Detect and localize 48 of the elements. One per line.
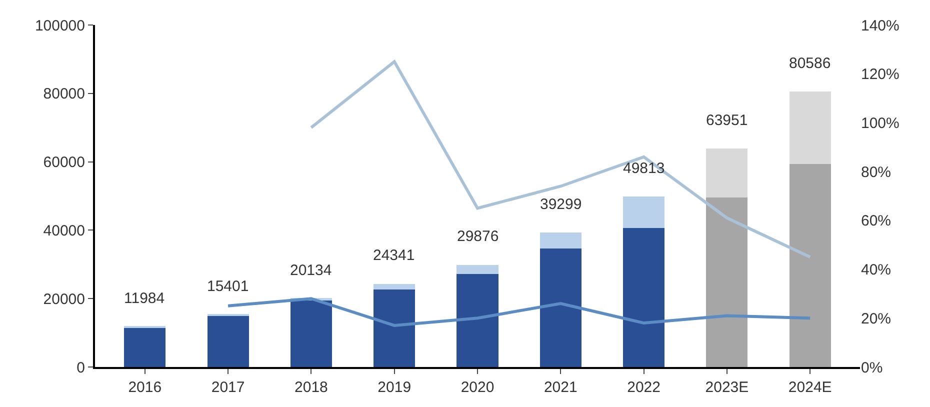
y2-tick-label: 40% (861, 262, 892, 279)
total-label: 39299 (540, 196, 582, 213)
x-tick-label: 2022 (627, 379, 660, 396)
y-tick-label: 20000 (43, 290, 85, 308)
bar (290, 300, 332, 367)
x-tick-label: 2018 (294, 379, 328, 396)
y2-tick-label: 140% (861, 17, 900, 34)
y-tick-label: 80000 (43, 86, 85, 103)
bar (540, 248, 582, 367)
x-tick-label: 2023E (705, 379, 749, 396)
x-tick-label: 2019 (378, 379, 412, 396)
total-label: 24341 (373, 247, 415, 264)
y2-tick-label: 80% (861, 164, 892, 181)
total-label: 20134 (290, 262, 332, 279)
bar (706, 197, 748, 367)
x-tick-label: 2024E (788, 379, 832, 396)
bar (623, 228, 665, 367)
y2-tick-label: 60% (861, 212, 892, 230)
total-label: 49813 (623, 160, 665, 177)
bar (374, 284, 416, 290)
bar (374, 289, 416, 367)
x-tick-label: 2016 (128, 379, 162, 396)
bar (207, 316, 249, 367)
bar (124, 327, 166, 367)
bar (789, 164, 831, 367)
bar (456, 264, 498, 274)
total-label: 29876 (457, 228, 499, 245)
bar (706, 148, 748, 198)
x-tick-label: 2021 (544, 379, 578, 396)
y2-tick-label: 0% (861, 359, 883, 376)
y2-tick-label: 20% (861, 310, 892, 328)
bar (456, 274, 498, 367)
y2-tick-label: 100% (861, 114, 900, 132)
line-series (226, 297, 812, 327)
total-label: 15401 (207, 278, 249, 295)
total-label: 80586 (789, 55, 831, 72)
y-tick-label: 100000 (34, 17, 85, 34)
bar (540, 232, 582, 249)
y-tick-label: 0 (76, 359, 85, 376)
x-tick-label: 2017 (211, 379, 245, 396)
bar (789, 91, 831, 164)
y-tick-label: 40000 (43, 222, 85, 240)
bar (623, 196, 665, 228)
total-label: 11984 (124, 290, 165, 307)
total-label: 63951 (706, 112, 748, 129)
y2-tick-label: 120% (861, 66, 900, 84)
y-tick-label: 60000 (43, 154, 85, 172)
x-tick-label: 2020 (460, 379, 494, 396)
